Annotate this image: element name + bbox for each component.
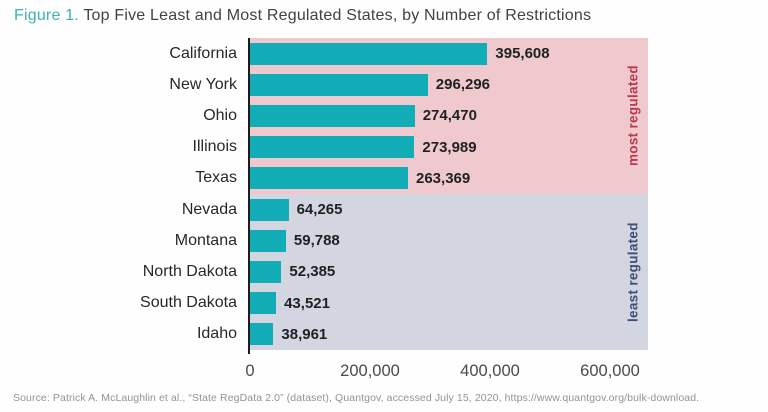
- bar-row: North Dakota 52,385: [0, 256, 768, 288]
- x-axis-ticks: 0 200,000 400,000 600,000: [0, 362, 768, 384]
- bar: [250, 198, 289, 221]
- figure-title: Figure 1. Top Five Least and Most Regula…: [14, 7, 591, 25]
- value-label: 296,296: [435, 76, 491, 94]
- source-note: Source: Patrick A. McLaughlin et al., “S…: [13, 392, 700, 404]
- bar-track: 59,788: [250, 225, 648, 257]
- value-label: 43,521: [284, 294, 330, 312]
- bar-track: 38,961: [250, 318, 648, 350]
- bar: [250, 292, 277, 315]
- bar-row: New York 296,296: [0, 69, 768, 101]
- figure-number: Figure 1.: [14, 7, 79, 24]
- bar-track: 273,989: [250, 131, 648, 163]
- category-label: California: [169, 44, 237, 62]
- category-label: Illinois: [192, 138, 237, 156]
- value-label: 274,470: [422, 107, 477, 125]
- category-label: Texas: [195, 169, 237, 187]
- y-axis-line: [248, 38, 250, 354]
- bar-track: 263,369: [250, 162, 648, 194]
- bar: [250, 42, 488, 65]
- bar-row: South Dakota 43,521: [0, 287, 768, 319]
- x-axis-tick-label: 200,000: [340, 362, 400, 380]
- bar-track: 43,521: [250, 287, 648, 319]
- category-label: Nevada: [181, 200, 237, 218]
- bar-track: 52,385: [250, 256, 648, 288]
- value-label: 273,989: [422, 138, 477, 156]
- bar-track: 64,265: [250, 193, 648, 226]
- x-axis-tick-label: 400,000: [460, 362, 520, 380]
- bar: [250, 167, 408, 190]
- bar-chart: California 395,608 New York 296,296 Ohio 274,…: [0, 38, 768, 354]
- group-label-least-regulated: least regulated: [625, 222, 641, 322]
- bar-row: Ohio 274,470: [0, 100, 768, 132]
- bar: [250, 260, 282, 283]
- value-label: 64,265: [296, 201, 343, 219]
- bar-row: Nevada 64,265: [0, 193, 768, 226]
- bar: [250, 73, 428, 96]
- bar: [250, 136, 415, 159]
- bar-rows: California 395,608 New York 296,296 Ohio 274,…: [0, 38, 768, 350]
- value-label: 59,788: [293, 232, 340, 250]
- bar-row: Texas 263,369: [0, 162, 768, 194]
- bar-track: 296,296: [250, 69, 648, 101]
- bar-row: Idaho 38,961: [0, 318, 768, 350]
- bar-row: California 395,608: [0, 38, 768, 70]
- category-label: New York: [169, 75, 237, 93]
- bar-track: 274,470: [250, 100, 648, 132]
- group-label-most-regulated: most regulated: [625, 65, 641, 167]
- bar: [250, 229, 286, 252]
- value-label: 395,608: [495, 45, 550, 63]
- category-label: South Dakota: [140, 294, 237, 312]
- bar-row: Montana 59,788: [0, 225, 768, 257]
- bar-row: Illinois 273,989: [0, 131, 768, 163]
- x-axis-tick-label: 0: [245, 362, 255, 380]
- category-label: Montana: [174, 231, 237, 249]
- figure-title-main: Top Five Least and Most Regulated States…: [83, 7, 592, 24]
- value-label: 38,961: [281, 325, 328, 343]
- category-label: North Dakota: [142, 262, 237, 280]
- value-label: 263,369: [416, 169, 471, 187]
- category-label: Ohio: [203, 106, 237, 124]
- category-label: Idaho: [196, 325, 237, 343]
- bar: [250, 323, 274, 346]
- bar: [250, 104, 415, 127]
- value-label: 52,385: [289, 263, 336, 281]
- bar-track: 395,608: [250, 38, 648, 70]
- x-axis-tick-label: 600,000: [580, 362, 640, 380]
